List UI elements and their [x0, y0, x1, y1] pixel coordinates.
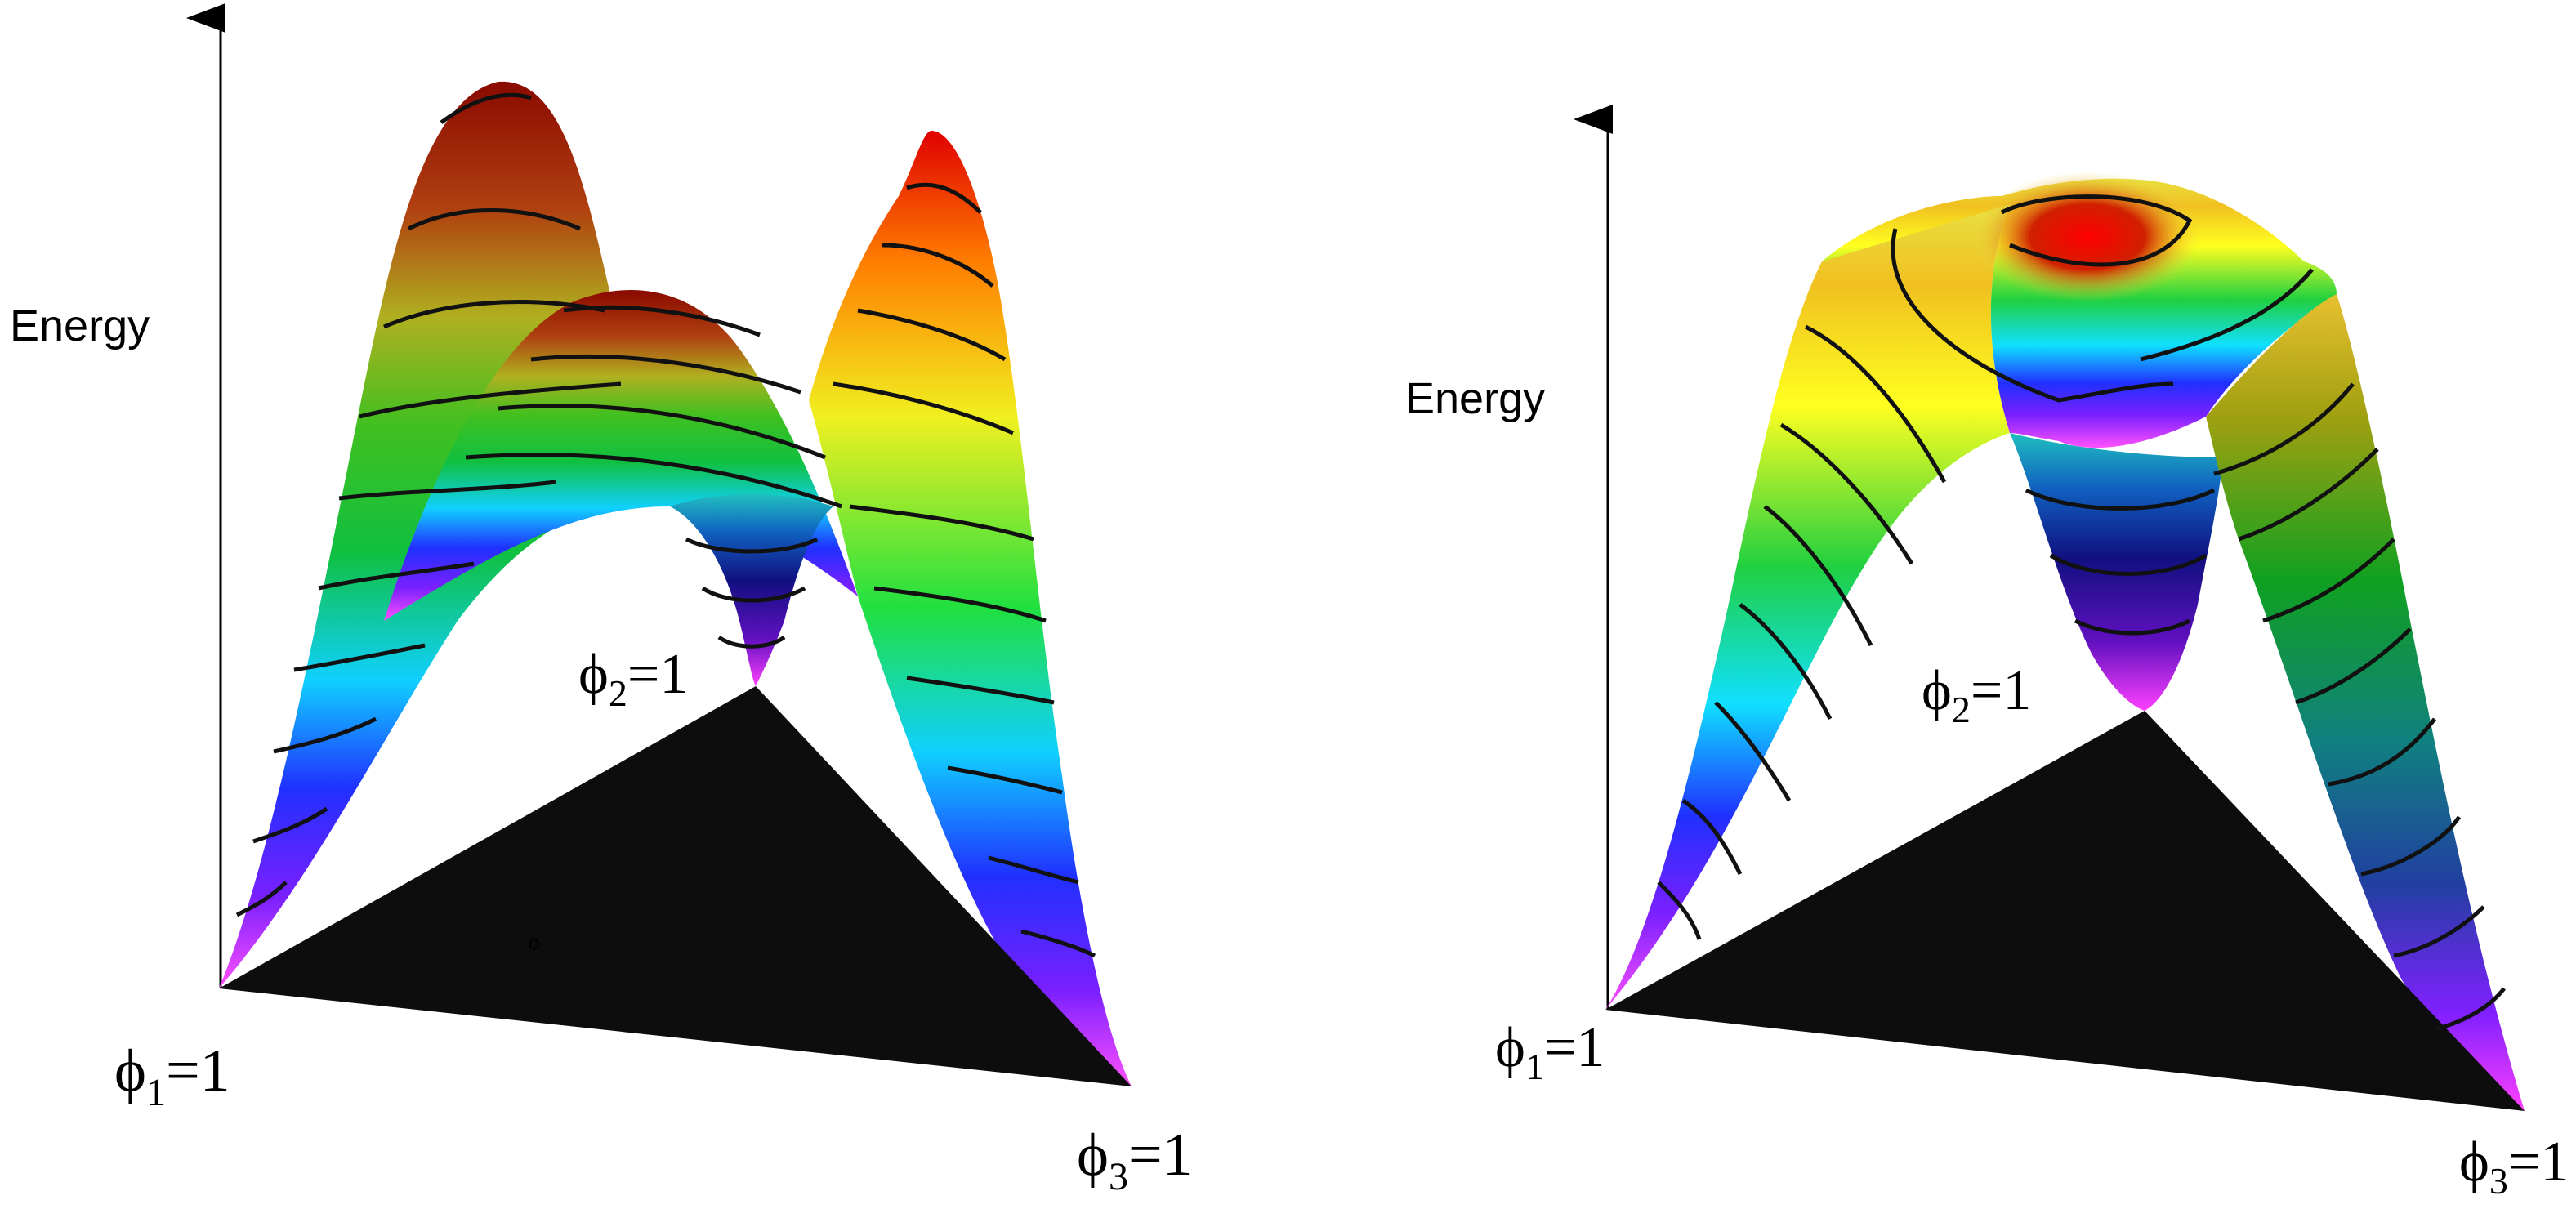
vertex-label-phi3-right: ϕ3=1 [2459, 1131, 2569, 1202]
vertex-label-phi3-left: ϕ3=1 [1077, 1122, 1193, 1198]
surface-right-peak [809, 131, 1132, 1086]
surface-right-plateau [1822, 178, 2337, 448]
vertex-label-phi1-right: ϕ1=1 [1495, 1016, 1605, 1087]
surface-right-flank-left [1605, 204, 2010, 1010]
surface-right-summit [1973, 172, 2202, 302]
stray-phi-mark: ϕ [529, 930, 540, 954]
vertex-label-phi2-right: ϕ2=1 [1922, 659, 2031, 730]
vertex-label-phi2-left: ϕ2=1 [578, 643, 688, 714]
energy-label-right: Energy [1405, 374, 1545, 423]
base-triangle-right [1605, 711, 2525, 1111]
contour-lines-right [1657, 194, 2506, 1032]
surface-valley-left [670, 494, 833, 686]
vertex-label-phi1-left: ϕ1=1 [114, 1037, 230, 1114]
surface-right-flank-right [2206, 294, 2525, 1111]
left-panel: Energy ϕ1=1 ϕ2=1 ϕ3=1 ϕ [10, 3, 1193, 1198]
right-panel: Energy ϕ1=1 ϕ2=1 ϕ3=1 [1405, 105, 2569, 1202]
energy-label-left: Energy [10, 301, 150, 350]
base-triangle-left [219, 686, 1132, 1086]
contour-lines-left [235, 92, 1096, 958]
